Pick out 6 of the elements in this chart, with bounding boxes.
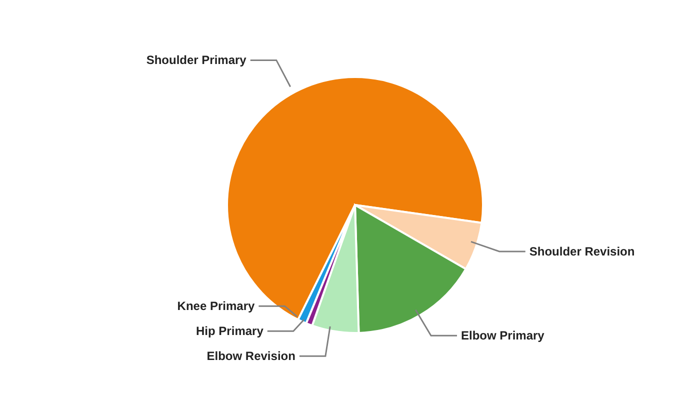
slice-label: Elbow Primary (460, 328, 545, 343)
slice-label: Shoulder Primary (146, 53, 247, 68)
slice-label: Elbow Revision (206, 349, 296, 364)
slice-label: Hip Primary (196, 324, 264, 338)
slice-label: Knee Primary (177, 299, 256, 314)
slice-label: Shoulder Revision (529, 244, 635, 258)
